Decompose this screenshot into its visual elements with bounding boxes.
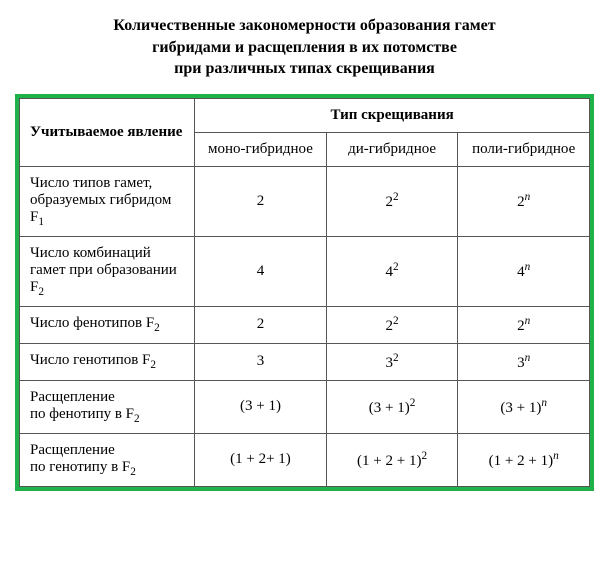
header-mono: моно-гибридное <box>195 132 327 166</box>
table-row: Расщепление по генотипу в F2 (1 + 2+ 1) … <box>20 433 590 486</box>
cell-poly: (1 + 2 + 1)n <box>458 433 590 486</box>
row-label: Число фенотипов F2 <box>20 306 195 343</box>
title-line-2: гибридами и расщепления в их потомстве <box>152 39 457 56</box>
table-row: Число фенотипов F2 2 22 2n <box>20 306 590 343</box>
row-label: Число типов гамет, образуемых гибридом F… <box>20 166 195 236</box>
genetics-table: Учитываемое явление Тип скрещивания моно… <box>19 98 590 487</box>
row-label: Расщепление по генотипу в F2 <box>20 433 195 486</box>
row-label: Число генотипов F2 <box>20 343 195 380</box>
cell-di: 22 <box>326 166 458 236</box>
cell-poly: 2n <box>458 306 590 343</box>
table-row: Число типов гамет, образуемых гибридом F… <box>20 166 590 236</box>
table-row: Число генотипов F2 3 32 3n <box>20 343 590 380</box>
table-container: Учитываемое явление Тип скрещивания моно… <box>15 94 594 491</box>
cell-di: (1 + 2 + 1)2 <box>326 433 458 486</box>
cell-mono: 3 <box>195 343 327 380</box>
cell-mono: 2 <box>195 166 327 236</box>
header-poly: поли-гибридное <box>458 132 590 166</box>
title-line-3: при различных типах скрещивания <box>174 60 435 77</box>
cell-poly: 3n <box>458 343 590 380</box>
cell-mono: (1 + 2+ 1) <box>195 433 327 486</box>
row-label: Расщепление по фенотипу в F2 <box>20 380 195 433</box>
cell-poly: 4n <box>458 236 590 306</box>
header-phenomenon: Учитываемое явление <box>20 98 195 166</box>
cell-di: 32 <box>326 343 458 380</box>
title-line-1: Количественные закономерности образовани… <box>113 17 495 34</box>
row-label: Число комбинаций гамет при образовании F… <box>20 236 195 306</box>
header-di: ди-гибридное <box>326 132 458 166</box>
table-body: Число типов гамет, образуемых гибридом F… <box>20 166 590 486</box>
cell-di: 42 <box>326 236 458 306</box>
cell-poly: (3 + 1)n <box>458 380 590 433</box>
cell-di: 22 <box>326 306 458 343</box>
table-row: Число комбинаций гамет при образовании F… <box>20 236 590 306</box>
cell-mono: 2 <box>195 306 327 343</box>
cell-mono: 4 <box>195 236 327 306</box>
cell-poly: 2n <box>458 166 590 236</box>
header-crosstype: Тип скрещивания <box>195 98 590 132</box>
page-title: Количественные закономерности образовани… <box>15 15 594 80</box>
cell-mono: (3 + 1) <box>195 380 327 433</box>
table-row: Расщепление по фенотипу в F2 (3 + 1) (3 … <box>20 380 590 433</box>
cell-di: (3 + 1)2 <box>326 380 458 433</box>
